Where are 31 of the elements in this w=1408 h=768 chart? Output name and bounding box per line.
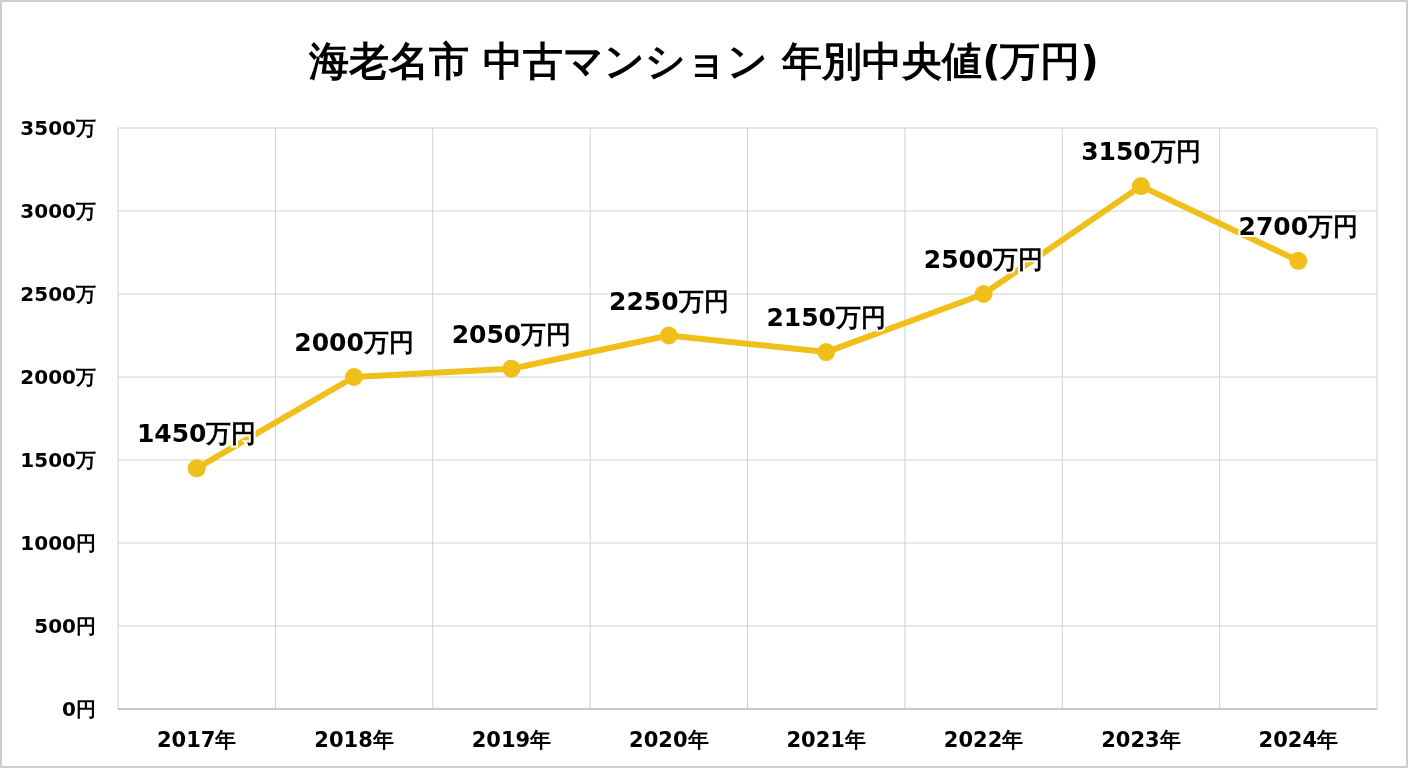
y-tick-label: 500円 <box>34 614 96 638</box>
data-label: 2150万円 <box>766 303 886 333</box>
y-tick-label: 2500万 <box>20 282 96 306</box>
data-label: 2050万円 <box>451 319 572 349</box>
x-tick-label: 2021年 <box>786 728 866 752</box>
y-tick-label: 3500万 <box>20 116 96 140</box>
point <box>817 343 836 362</box>
data-label: 2700万円 <box>1238 211 1359 241</box>
x-tick-label: 2018年 <box>314 728 394 752</box>
x-tick-label: 2024年 <box>1258 728 1339 752</box>
data-label: 3150万円 <box>1081 137 1201 167</box>
point <box>187 459 206 478</box>
y-tick-label: 0円 <box>62 697 96 721</box>
chart-title: 海老名市 中古マンション 年別中央値(万円) <box>308 38 1099 84</box>
x-tick-label: 2022年 <box>943 728 1024 752</box>
y-tick-label: 2000万 <box>20 365 96 389</box>
x-tick-label: 2023年 <box>1101 728 1181 752</box>
y-tick-label: 1000円 <box>20 531 96 555</box>
point <box>1289 251 1308 270</box>
x-tick-label: 2017年 <box>156 728 237 752</box>
point <box>659 326 678 345</box>
point <box>502 359 521 378</box>
point <box>974 285 993 303</box>
data-label: 2000万円 <box>294 328 414 357</box>
x-tick-label: 2020年 <box>629 728 709 752</box>
y-tick-label: 3000万 <box>20 199 96 223</box>
point <box>345 368 364 386</box>
y-tick-label: 1500万 <box>20 448 96 472</box>
x-tick-label: 2019年 <box>471 728 552 752</box>
point <box>1131 177 1150 196</box>
data-label: 2250万円 <box>609 286 729 316</box>
